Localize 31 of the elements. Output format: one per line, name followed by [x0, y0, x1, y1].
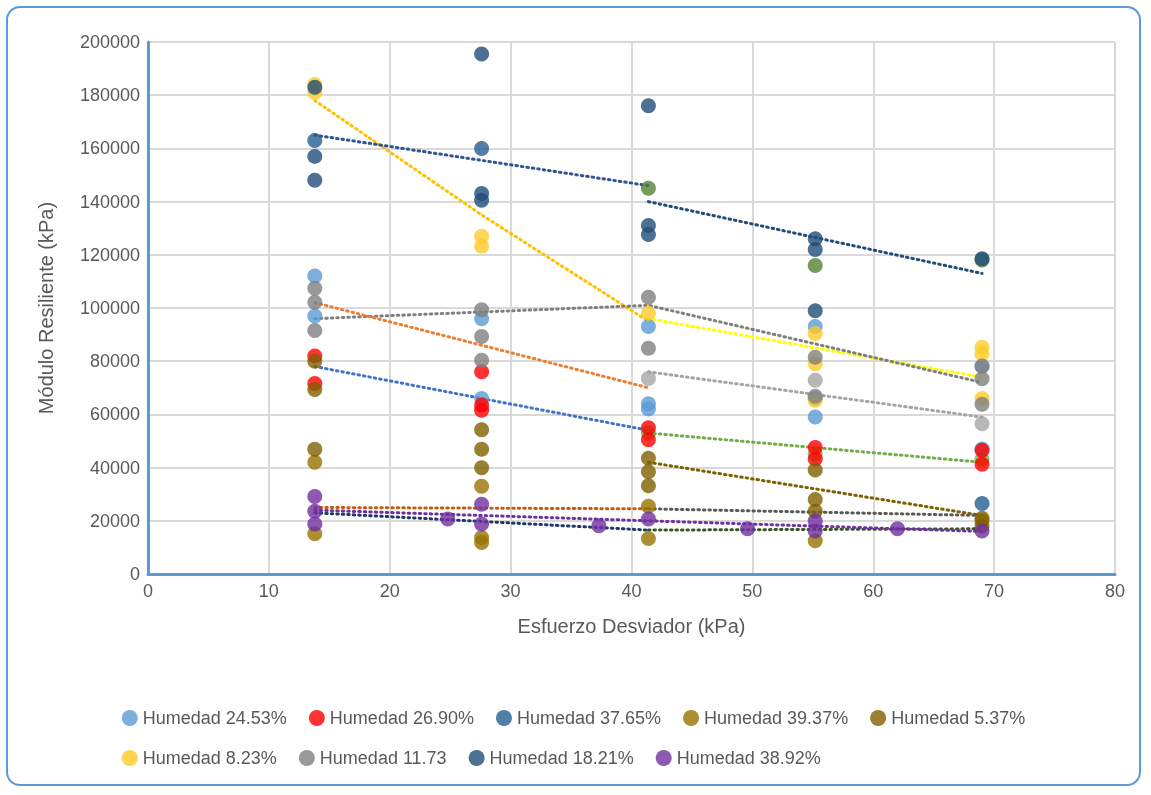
x-tick-label: 20	[379, 581, 400, 601]
x-tick-label: 70	[984, 581, 1005, 601]
x-tick-label: 60	[863, 581, 884, 601]
y-tick-label: 160000	[79, 138, 140, 159]
y-tick-label: 200000	[79, 32, 140, 52]
legend-label: Humedad 37.65%	[516, 708, 662, 728]
legend-label: Humedad 8.23%	[142, 748, 277, 768]
x-axis-title: Esfuerzo Desviador (kPa)	[517, 615, 746, 637]
x-tick-label: 0	[142, 581, 154, 601]
y-tick-label: 40000	[89, 457, 140, 478]
x-tick-label: 80	[1104, 581, 1126, 601]
y-tick-label: 0	[129, 564, 140, 584]
legend-label: Humedad 18.21%	[489, 748, 634, 768]
legend-label: Humedad 39.37%	[704, 708, 849, 728]
y-tick-label: 100000	[79, 298, 140, 318]
x-tick-label: 10	[258, 581, 279, 601]
y-tick-label: 60000	[89, 404, 140, 425]
legend-label: Humedad 11.73	[319, 748, 447, 768]
x-tick-label: 30	[500, 581, 521, 601]
x-tick-label: 50	[742, 581, 763, 601]
legend-label: Humedad 24.53%	[142, 708, 287, 728]
y-tick-label: 120000	[79, 244, 140, 265]
legend-label: Humedad 5.37%	[891, 708, 1026, 728]
y-tick-label: 140000	[79, 191, 140, 212]
y-axis-title: Módulo Resiliente (kPa)	[35, 201, 57, 415]
y-tick-label: 80000	[89, 351, 140, 372]
y-tick-label: 20000	[89, 510, 140, 531]
y-tick-label: 180000	[79, 85, 140, 106]
legend-label: Humedad 38.92%	[676, 748, 821, 768]
legend-label: Humedad 26.90%	[329, 708, 474, 728]
x-tick-label: 40	[621, 581, 642, 601]
